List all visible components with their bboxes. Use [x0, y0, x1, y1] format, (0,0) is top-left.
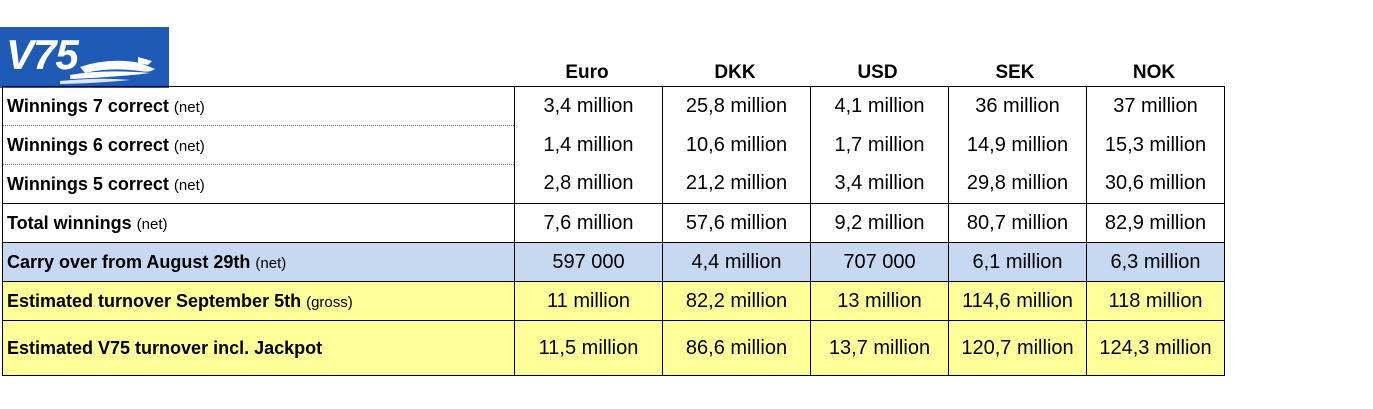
table-row-estimated-turnover: Estimated turnover September 5th (gross)…: [2, 281, 1225, 321]
column-header-dkk: DKK: [714, 62, 756, 83]
table-row-jackpot: Estimated V75 turnover incl. Jackpot 11,…: [2, 320, 1225, 376]
column-header-sek: SEK: [995, 62, 1035, 83]
row-label-text: Winnings 6 correct: [7, 134, 169, 155]
cell-sek: 36 million: [948, 86, 1087, 126]
v75-logo: V75: [0, 27, 169, 88]
row-label-note: (net): [173, 176, 205, 194]
table-row: Winnings 5 correct (net) 2,8 million 21,…: [2, 164, 1225, 204]
cell-usd: 3,4 million: [810, 164, 949, 204]
row-label-note: (net): [173, 98, 205, 116]
cell-euro: 7,6 million: [514, 203, 663, 243]
cell-euro: 3,4 million: [514, 86, 663, 126]
row-label-note: (net): [136, 215, 168, 233]
table-row-carry-over: Carry over from August 29th (net) 597 00…: [2, 242, 1225, 282]
cell-sek: 6,1 million: [948, 242, 1087, 282]
cell-euro: 1,4 million: [514, 125, 663, 165]
row-label-note: (net): [255, 254, 287, 272]
winnings-table: Winnings 7 correct (net) 3,4 million 25,…: [2, 86, 1225, 376]
cell-nok: 37 million: [1086, 86, 1225, 126]
cell-nok: 82,9 million: [1086, 203, 1225, 243]
cell-sek: 114,6 million: [948, 281, 1087, 321]
table-row-total: Total winnings (net) 7,6 million 57,6 mi…: [2, 203, 1225, 243]
row-label-text: Estimated turnover September 5th: [7, 290, 302, 311]
row-label: Estimated turnover September 5th (gross): [2, 281, 515, 321]
cell-nok: 124,3 million: [1086, 320, 1225, 376]
column-header-usd: USD: [857, 62, 898, 83]
cell-dkk: 10,6 million: [662, 125, 811, 165]
cell-sek: 120,7 million: [948, 320, 1087, 376]
cell-dkk: 82,2 million: [662, 281, 811, 321]
cell-usd: 4,1 million: [810, 86, 949, 126]
column-header-euro: Euro: [565, 62, 609, 83]
cell-euro: 2,8 million: [514, 164, 663, 204]
cell-usd: 1,7 million: [810, 125, 949, 165]
cell-sek: 14,9 million: [948, 125, 1087, 165]
table-row: Winnings 6 correct (net) 1,4 million 10,…: [2, 125, 1225, 165]
row-label-text: Winnings 7 correct: [7, 95, 169, 116]
cell-usd: 13,7 million: [810, 320, 949, 376]
cell-dkk: 4,4 million: [662, 242, 811, 282]
row-label-note: (gross): [306, 293, 353, 311]
column-header-nok: NOK: [1132, 62, 1176, 83]
row-label-text: Estimated V75 turnover incl. Jackpot: [7, 337, 323, 358]
row-label: Winnings 5 correct (net): [2, 164, 515, 204]
cell-dkk: 57,6 million: [662, 203, 811, 243]
table-row: Winnings 7 correct (net) 3,4 million 25,…: [2, 86, 1225, 126]
cell-usd: 9,2 million: [810, 203, 949, 243]
cell-nok: 15,3 million: [1086, 125, 1225, 165]
row-label-text: Winnings 5 correct: [7, 173, 169, 194]
row-label-text: Total winnings: [7, 212, 132, 233]
row-label: Carry over from August 29th (net): [2, 242, 515, 282]
row-label: Total winnings (net): [2, 203, 515, 243]
logo-text: V75: [6, 31, 79, 78]
cell-sek: 80,7 million: [948, 203, 1087, 243]
cell-dkk: 21,2 million: [662, 164, 811, 204]
row-label: Winnings 7 correct (net): [2, 86, 515, 126]
horse-logo-icon: [60, 57, 155, 84]
cell-usd: 13 million: [810, 281, 949, 321]
row-label: Winnings 6 correct (net): [2, 125, 515, 165]
cell-euro: 597 000: [514, 242, 663, 282]
row-label-text: Carry over from August 29th: [7, 251, 251, 272]
cell-nok: 30,6 million: [1086, 164, 1225, 204]
cell-dkk: 25,8 million: [662, 86, 811, 126]
cell-euro: 11,5 million: [514, 320, 663, 376]
cell-nok: 6,3 million: [1086, 242, 1225, 282]
cell-nok: 118 million: [1086, 281, 1225, 321]
cell-dkk: 86,6 million: [662, 320, 811, 376]
cell-sek: 29,8 million: [948, 164, 1087, 204]
row-label-note: (net): [173, 137, 205, 155]
cell-usd: 707 000: [810, 242, 949, 282]
cell-euro: 11 million: [514, 281, 663, 321]
row-label: Estimated V75 turnover incl. Jackpot: [2, 320, 515, 376]
